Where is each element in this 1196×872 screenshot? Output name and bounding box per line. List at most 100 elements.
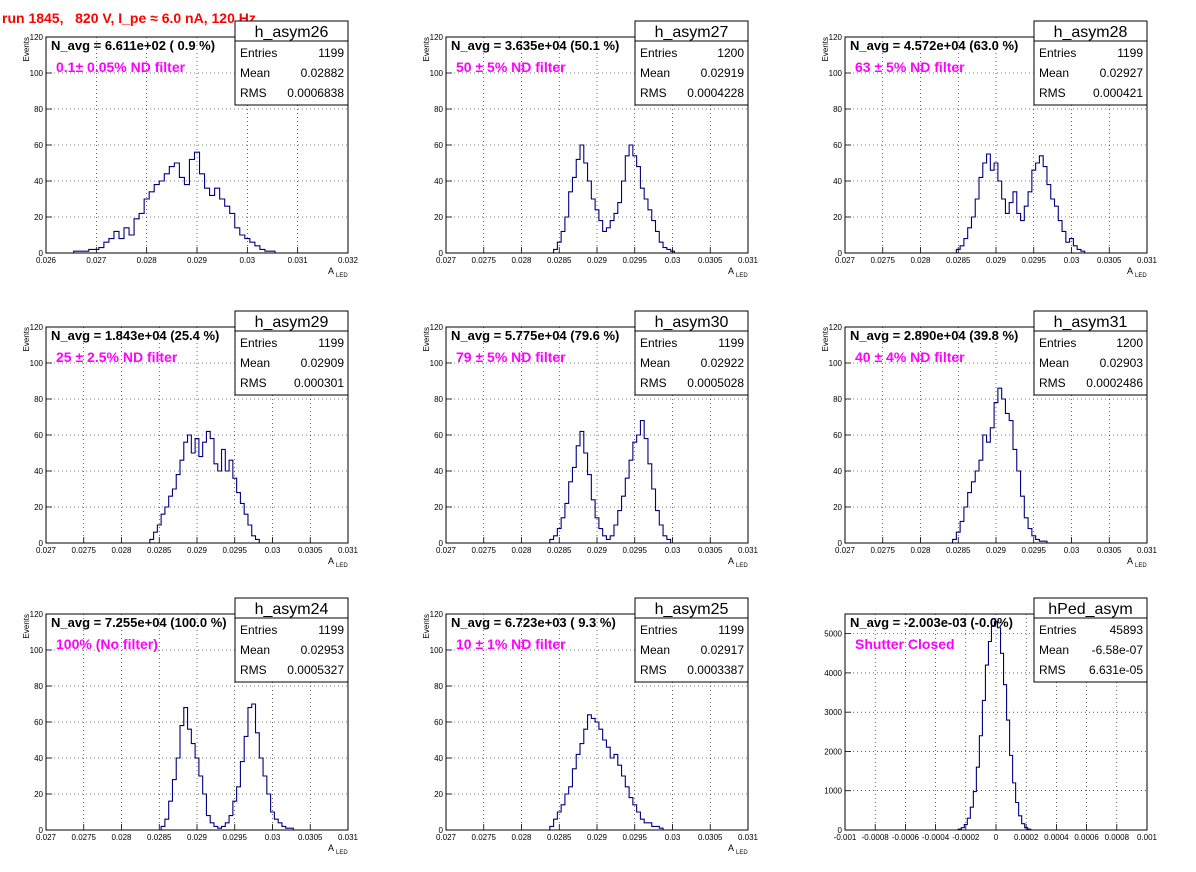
x-axis-label-subscript: LED bbox=[1135, 563, 1147, 569]
histogram-name: h_asym25 bbox=[655, 601, 729, 618]
y-tick-label: 40 bbox=[34, 467, 43, 476]
histogram-series bbox=[553, 144, 675, 253]
x-tick-label: 0.028 bbox=[910, 546, 931, 555]
stat-label: Mean bbox=[640, 356, 670, 370]
stat-label: Entries bbox=[240, 336, 277, 350]
y-tick-label: 120 bbox=[829, 33, 843, 42]
filter-label: 40 ± 4% ND filter bbox=[855, 349, 965, 365]
y-tick-label: 0 bbox=[838, 826, 843, 835]
histogram-series bbox=[549, 420, 672, 543]
x-tick-label: 0.0275 bbox=[871, 256, 896, 265]
stats-box bbox=[634, 597, 749, 683]
y-tick-label: 0 bbox=[39, 249, 44, 258]
y-tick-label: 40 bbox=[833, 467, 842, 476]
stat-value: 1200 bbox=[717, 46, 744, 60]
y-tick-label: 0 bbox=[838, 249, 843, 258]
x-tick-label: 0.0305 bbox=[698, 546, 723, 555]
filter-label: 63 ± 5% ND filter bbox=[855, 59, 965, 75]
x-tick-label: 0.028 bbox=[511, 256, 532, 265]
x-tick-label: 0.0285 bbox=[946, 546, 971, 555]
x-tick-label: 0.027 bbox=[436, 256, 457, 265]
y-axis-label: Events bbox=[821, 37, 830, 61]
stat-value: 1199 bbox=[718, 336, 744, 350]
x-tick-label: 0.028 bbox=[111, 833, 132, 842]
y-tick-label: 0 bbox=[39, 826, 44, 835]
stats-box bbox=[1033, 310, 1148, 396]
x-tick-label: 0.0305 bbox=[1097, 546, 1122, 555]
navg-text: N_avg = 4.572e+04 (63.0 %) bbox=[850, 38, 1018, 53]
y-tick-label: 120 bbox=[829, 323, 843, 332]
x-tick-label: 0.0295 bbox=[1022, 546, 1047, 555]
navg-text: N_avg = 6.723e+03 ( 9.3 %) bbox=[451, 615, 616, 630]
y-tick-label: 100 bbox=[430, 69, 444, 78]
y-tick-label: 80 bbox=[34, 395, 43, 404]
x-tick-label: 0.027 bbox=[436, 833, 457, 842]
x-tick-label: 0.031 bbox=[1137, 546, 1158, 555]
stat-label: Entries bbox=[640, 46, 677, 60]
x-tick-label: 0.0305 bbox=[698, 833, 723, 842]
x-tick-label: 0.029 bbox=[187, 256, 208, 265]
stats-box bbox=[234, 597, 349, 683]
y-tick-label: 120 bbox=[30, 323, 44, 332]
histogram-panel: 0.027 0.0275 0.028 0.0285 0.029 0.0295 0.03 0.0… bbox=[422, 597, 759, 856]
x-tick-label: 0.028 bbox=[511, 546, 532, 555]
histogram-name: h_asym24 bbox=[255, 601, 329, 618]
stat-label: Mean bbox=[1039, 643, 1069, 657]
y-tick-label: 20 bbox=[434, 503, 443, 512]
y-tick-label: 80 bbox=[434, 395, 443, 404]
x-tick-label: 0.027 bbox=[86, 256, 107, 265]
y-tick-label: 100 bbox=[829, 359, 843, 368]
x-tick-label: 0.031 bbox=[738, 833, 759, 842]
x-tick-label: 0.0275 bbox=[472, 546, 497, 555]
y-axis-label: Events bbox=[422, 614, 431, 638]
x-tick-label: 0.031 bbox=[338, 546, 359, 555]
x-tick-label: 0.029 bbox=[187, 833, 208, 842]
stat-value: 0.02909 bbox=[301, 356, 345, 370]
y-tick-label: 4000 bbox=[824, 669, 842, 678]
stat-value: 1199 bbox=[318, 46, 344, 60]
x-tick-label: 0.0275 bbox=[472, 833, 497, 842]
x-tick-label: 0.0295 bbox=[223, 546, 248, 555]
stat-label: Entries bbox=[240, 46, 277, 60]
x-tick-label: 0.031 bbox=[1137, 256, 1158, 265]
stat-label: RMS bbox=[640, 376, 667, 390]
stat-label: Entries bbox=[1039, 46, 1076, 60]
x-tick-label: 0.0295 bbox=[1022, 256, 1047, 265]
x-tick-label: 0.0285 bbox=[147, 546, 172, 555]
x-tick-label: 0.029 bbox=[986, 546, 1007, 555]
histogram-panel: 0.027 0.0275 0.028 0.0285 0.029 0.0295 0.03 0.0… bbox=[821, 20, 1158, 279]
x-axis-label: A bbox=[728, 556, 734, 566]
x-tick-label: 0.028 bbox=[511, 833, 532, 842]
x-tick-label: 0.0275 bbox=[472, 256, 497, 265]
y-tick-label: 20 bbox=[833, 213, 842, 222]
x-axis-label: A bbox=[728, 266, 734, 276]
histogram-panel: -0.001 -0.0008 -0.0006 -0.0004 -0.0002 0 0.000… bbox=[824, 597, 1158, 842]
navg-text: N_avg = 5.775e+04 (79.6 %) bbox=[451, 328, 619, 343]
stat-value: 0.02927 bbox=[1100, 66, 1144, 80]
stats-box bbox=[1033, 20, 1148, 106]
x-tick-label: 0.0305 bbox=[698, 256, 723, 265]
y-tick-label: 100 bbox=[30, 646, 44, 655]
histogram-name: h_asym29 bbox=[255, 314, 329, 331]
filter-label: 10 ± 1% ND filter bbox=[456, 636, 566, 652]
y-tick-label: 60 bbox=[833, 141, 842, 150]
stat-value: -6.58e-07 bbox=[1092, 643, 1144, 657]
histogram-series bbox=[73, 151, 276, 253]
histogram-name: h_asym31 bbox=[1054, 314, 1128, 331]
x-tick-label: 0.028 bbox=[910, 256, 931, 265]
y-axis-label: Events bbox=[422, 327, 431, 351]
y-tick-label: 20 bbox=[434, 790, 443, 799]
stat-value: 0.000301 bbox=[294, 376, 344, 390]
y-axis-label: Events bbox=[422, 37, 431, 61]
stat-label: RMS bbox=[1039, 86, 1066, 100]
x-tick-label: 0.031 bbox=[738, 256, 759, 265]
x-tick-label: 0.03 bbox=[1064, 256, 1080, 265]
x-axis-label: A bbox=[328, 556, 334, 566]
x-tick-label: -0.0002 bbox=[952, 833, 980, 842]
x-tick-label: 0.031 bbox=[288, 256, 309, 265]
y-tick-label: 20 bbox=[34, 790, 43, 799]
x-tick-label: 0.029 bbox=[587, 546, 608, 555]
x-tick-label: 0.0275 bbox=[72, 546, 97, 555]
x-tick-label: 0.0305 bbox=[1097, 256, 1122, 265]
